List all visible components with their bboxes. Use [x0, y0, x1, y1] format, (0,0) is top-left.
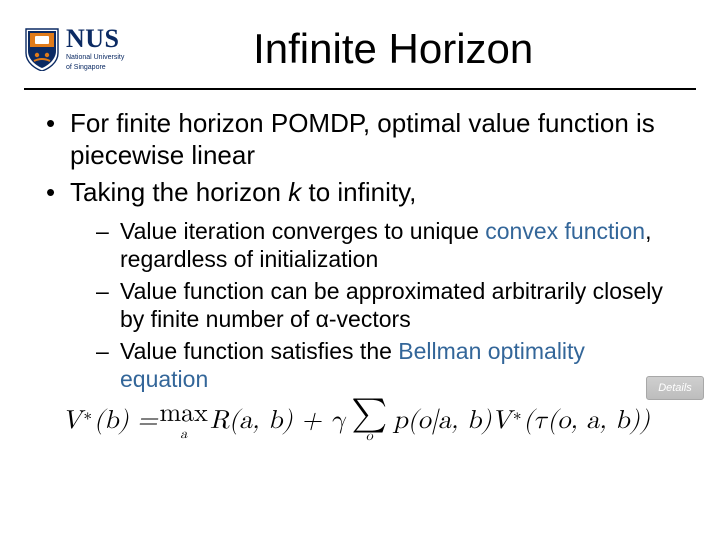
eq-R: R(a, b) + γ [210, 406, 345, 437]
nus-wordmark: NUS National University of Singapore [66, 26, 124, 71]
bullet-1: For finite horizon POMDP, optimal value … [42, 108, 678, 171]
header: NUS National University of Singapore Inf… [24, 14, 696, 84]
slide: NUS National University of Singapore Inf… [0, 0, 720, 540]
nus-logo: NUS National University of Singapore [24, 26, 124, 71]
slide-title: Infinite Horizon [130, 25, 696, 73]
bullet-2-pre: Taking the horizon [70, 177, 288, 207]
eq-V: V [62, 406, 82, 437]
nus-big-text: NUS [66, 26, 124, 52]
bullet-1-text: For finite horizon POMDP, optimal value … [70, 108, 655, 170]
bullet-2-k: k [288, 177, 301, 207]
eq-max: max a [160, 401, 208, 441]
eq-rhs-tail: (τ(o, a, b)) [523, 406, 649, 437]
content-area: For finite horizon POMDP, optimal value … [24, 108, 696, 443]
eq-star2: * [513, 411, 521, 431]
nus-sub-line1: National University [66, 54, 124, 62]
sub-bullet-1: Value iteration converges to unique conv… [96, 217, 678, 273]
details-button-label: Details [658, 382, 692, 394]
bullet-list: For finite horizon POMDP, optimal value … [42, 108, 678, 393]
nus-sub-line2: of Singapore [66, 64, 124, 72]
title-rule [24, 88, 696, 90]
eq-max-text: max [160, 401, 208, 427]
sub-bullet-1-pre: Value iteration converges to unique [120, 218, 485, 244]
crest-icon [24, 27, 60, 71]
sub-bullet-2: Value function can be approximated arbit… [96, 277, 678, 333]
eq-rhs: p(o|a, b)V [393, 406, 511, 437]
bullet-2-post: to infinity, [301, 177, 416, 207]
bullet-2: Taking the horizon k to infinity, Value … [42, 177, 678, 393]
sub-bullet-3: Value function satisfies the Bellman opt… [96, 337, 678, 393]
eq-sum: ∑ o [351, 399, 387, 442]
details-button[interactable]: Details [646, 376, 704, 400]
eq-lhs-arg: (b) = [94, 406, 158, 437]
eq-max-sub: a [180, 427, 187, 441]
sub-bullet-2-text: Value function can be approximated arbit… [120, 278, 663, 332]
eq-star1: * [84, 411, 92, 431]
sub-bullet-1-link[interactable]: convex function [485, 218, 645, 244]
eq-sum-sub: o [366, 430, 373, 443]
bellman-equation: V*(b) = max a R(a, b) + γ ∑ o p(o|a, b)V… [42, 399, 678, 442]
sub-bullet-list: Value iteration converges to unique conv… [70, 217, 678, 393]
eq-sum-sym: ∑ [351, 399, 387, 430]
sub-bullet-3-pre: Value function satisfies the [120, 338, 398, 364]
